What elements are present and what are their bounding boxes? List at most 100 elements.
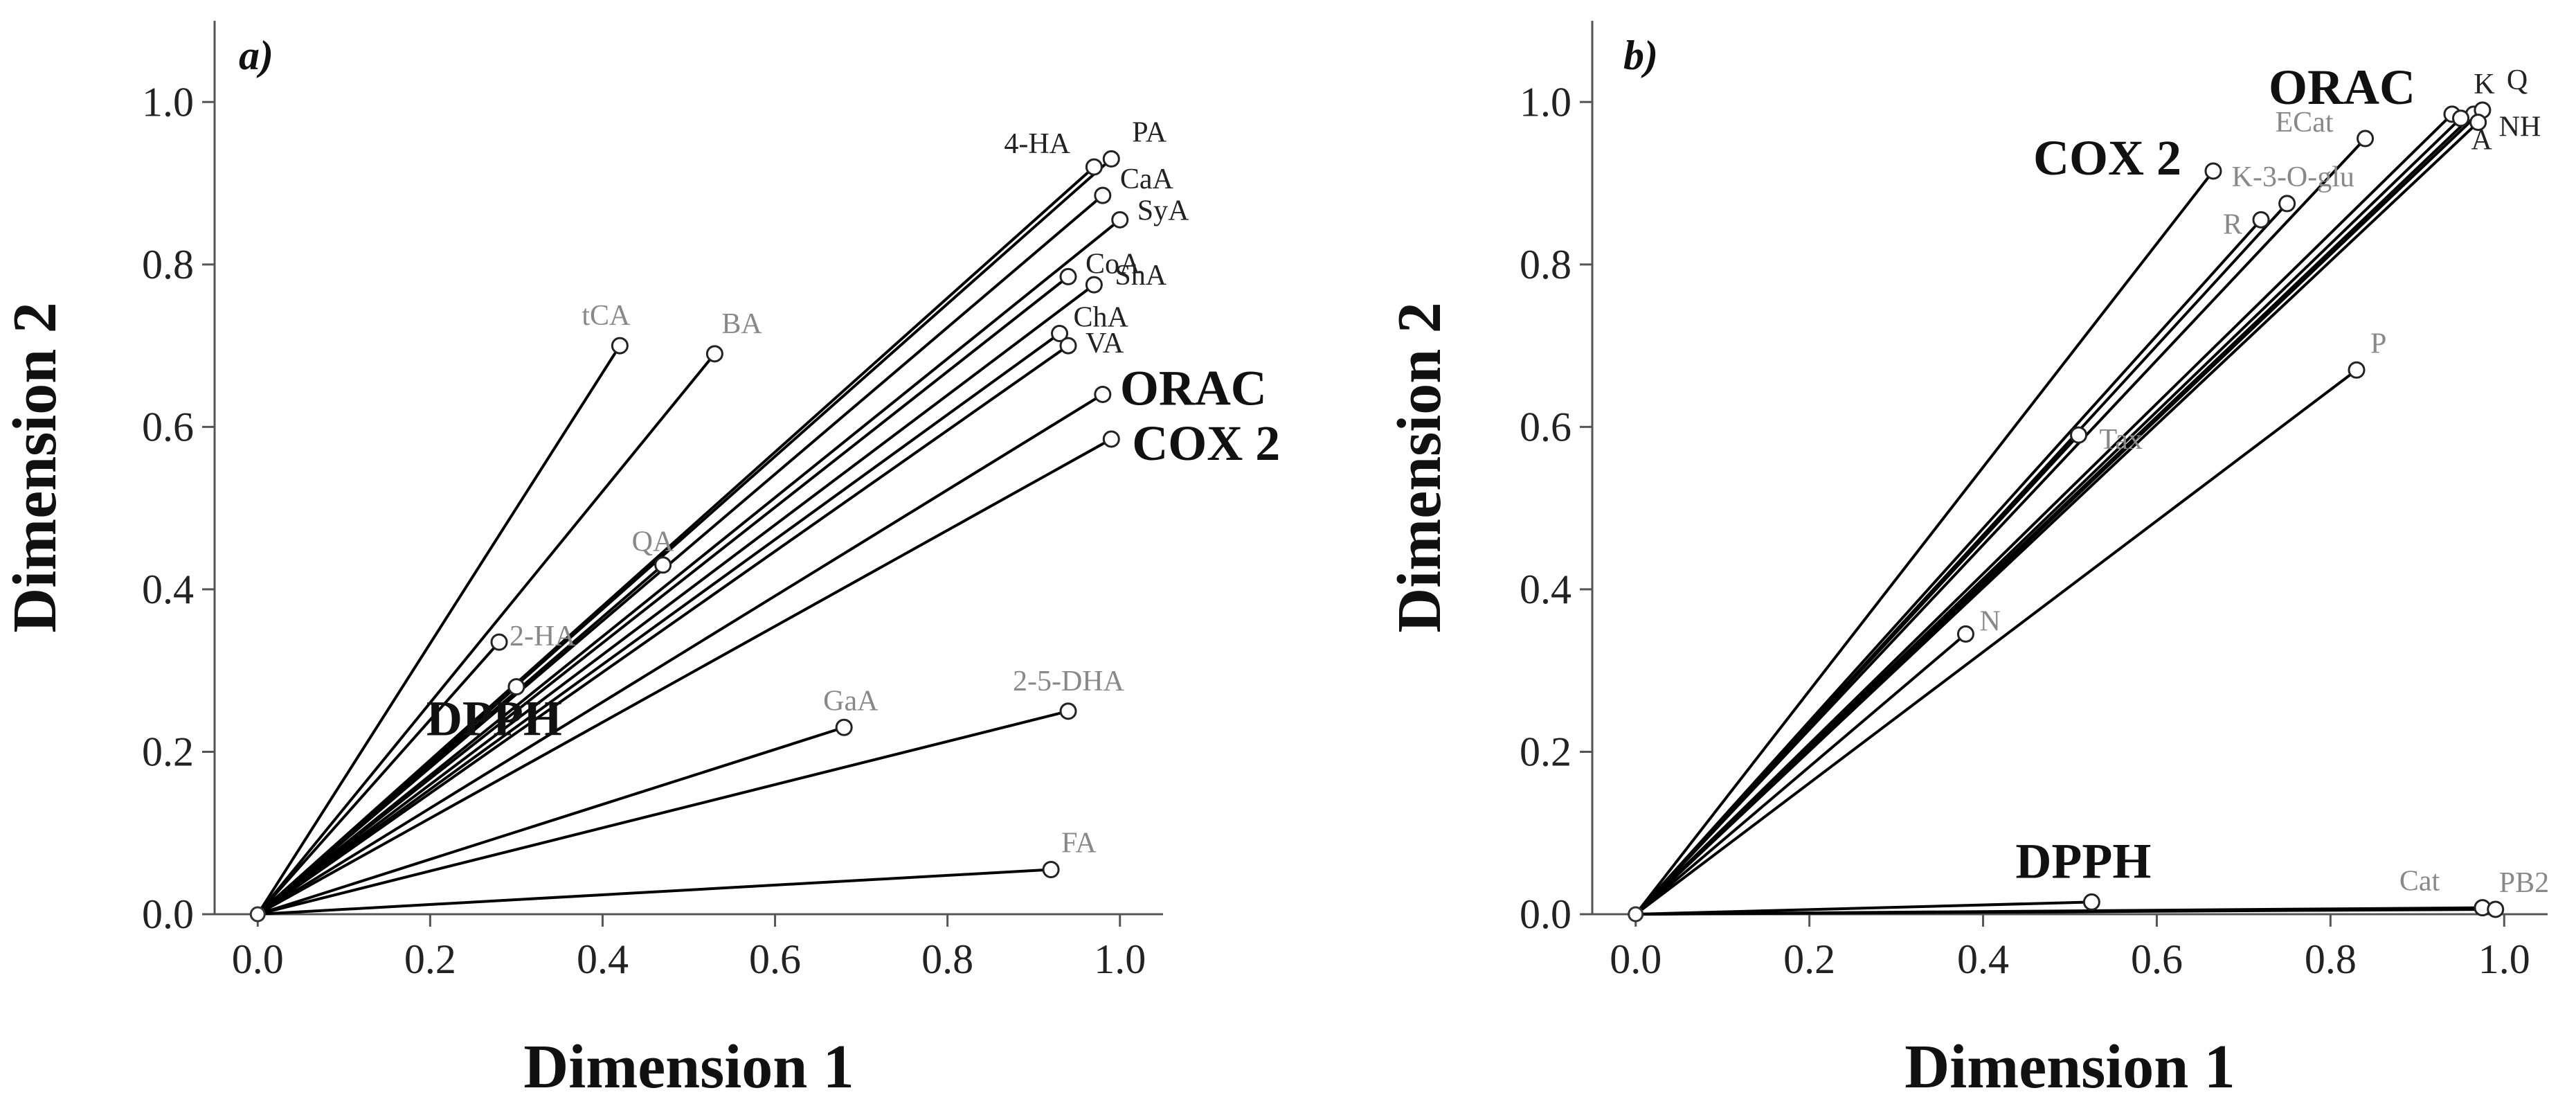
point-label-2-ha: 2-HA [510, 621, 576, 652]
y-tick-label: 0.2 [1520, 729, 1571, 774]
y-tick-label: 0.0 [1520, 891, 1571, 937]
point-label-cha: ChA [1074, 302, 1129, 334]
point-label-coa: CoA [1086, 248, 1141, 280]
vector-tca [256, 345, 622, 916]
y-tick-label: 0.6 [1520, 404, 1571, 449]
vector-coa [257, 275, 1070, 916]
point-label-tca: tCA [582, 300, 631, 332]
point-label-sha: ShA [1115, 260, 1167, 292]
point-sya [1111, 211, 1129, 229]
vector-sya [257, 218, 1121, 916]
point-label-ba: BA [721, 308, 762, 340]
y-tick-label: 0.0 [142, 891, 194, 937]
point-k-3-o-glu [2278, 195, 2296, 213]
origin-marker [249, 906, 266, 923]
point-label-cox-2: COX 2 [2033, 130, 2181, 186]
vector-cox-2 [257, 438, 1113, 916]
point-label-gaa: GaA [823, 685, 879, 717]
vector-va [257, 344, 1070, 916]
point-label-nh: NH [2499, 112, 2541, 143]
point-label-caa: CaA [1120, 163, 1174, 195]
point-label-pa: PA [1132, 116, 1167, 148]
point-4-ha [1085, 158, 1103, 176]
y-axis-title: Dimension 2 [1385, 302, 1454, 633]
x-tick-label: 0.2 [404, 936, 456, 982]
y-tick-label: 0.2 [142, 729, 194, 774]
panel-label: b) [1623, 33, 1658, 78]
point-label-cat: Cat [2399, 866, 2440, 898]
point-label-sya: SyA [1137, 195, 1189, 226]
point-va [1059, 337, 1077, 355]
panel-label: a) [239, 33, 273, 78]
y-tick-label: 0.4 [142, 567, 194, 612]
point-sha [1085, 276, 1103, 294]
vector-tax [1634, 434, 2080, 916]
point-label-q: Q [2507, 64, 2528, 96]
x-tick-label: 0.0 [232, 936, 284, 982]
x-tick-label: 0.6 [2131, 936, 2183, 982]
x-tick-label: 0.8 [921, 936, 973, 982]
vector-n [1634, 632, 1967, 916]
vector-pb2 [1635, 907, 2496, 916]
point-caa [1094, 186, 1112, 204]
vector-r [1634, 218, 2262, 916]
point-tca [611, 337, 629, 355]
point-label-k: K [2474, 69, 2494, 100]
point-nh [2469, 114, 2487, 132]
vector-2-5-dha [257, 709, 1069, 916]
point-label-k-3-o-glu: K-3-O-glu [2232, 161, 2354, 193]
vector-dpph [256, 686, 518, 916]
y-tick-label: 1.0 [142, 79, 194, 125]
vector-ecat [1634, 137, 2367, 916]
point-label-4-ha: 4-HA [1004, 128, 1070, 160]
point-cox-2 [1102, 430, 1120, 448]
vector-cox-2 [1634, 170, 2215, 916]
point-2-ha [490, 633, 508, 651]
x-tick-label: 0.4 [1957, 936, 2009, 982]
y-tick-label: 0.8 [142, 242, 194, 287]
x-tick-label: 0.2 [1783, 936, 1835, 982]
y-tick-label: 0.8 [1520, 242, 1571, 287]
point-gaa [835, 718, 853, 736]
vector-gaa [257, 726, 845, 916]
point-qa [654, 556, 672, 574]
vector-cha [257, 332, 1061, 916]
point-cox-2 [2204, 162, 2222, 180]
vector-orac [257, 393, 1104, 916]
vector-p [1634, 368, 2358, 916]
y-tick-label: 0.6 [142, 404, 194, 449]
point-label-dpph: DPPH [426, 691, 562, 747]
point-pa [1102, 150, 1120, 168]
point-r [2252, 211, 2270, 229]
point-dpph [2082, 893, 2100, 911]
origin-marker [1628, 906, 1644, 923]
vector-nh [1634, 121, 2480, 916]
point-orac [1094, 385, 1112, 403]
point-n [1956, 625, 1974, 643]
vector-fa [258, 868, 1052, 916]
vector-ba [256, 353, 716, 916]
point-2-5-dha [1059, 702, 1077, 720]
vector-4-ha [256, 166, 1095, 916]
y-axis-title: Dimension 2 [1, 302, 69, 633]
panel-a: 0.0 0.2 0.4 0.6 0.8 1.0 0.0 0.2 0.4 0.6 0.8 1.0 Dime… [1, 21, 1280, 1101]
point-ecat [2357, 130, 2375, 148]
y-tick-label: 1.0 [1520, 79, 1571, 125]
point-label-qa: QA [632, 526, 674, 558]
vector-2-ha [256, 641, 501, 916]
point-label-n: N [1979, 605, 2000, 637]
x-tick-label: 0.8 [2305, 936, 2357, 982]
point-dpph [507, 678, 525, 696]
point-p [2348, 361, 2366, 379]
x-tick-label: 1.0 [2478, 936, 2530, 982]
x-tick-label: 1.0 [1094, 936, 1146, 982]
point-label-2-5-dha: 2-5-DHA [1013, 666, 1125, 697]
panel-b: 0.0 0.2 0.4 0.6 0.8 1.0 0.0 0.2 0.4 0.6 0.8 1.0 Dime… [1385, 21, 2549, 1101]
vector-dpph [1635, 900, 2092, 916]
point-label-p: P [2370, 328, 2386, 359]
vector-a [1634, 117, 2462, 916]
x-tick-label: 0.6 [749, 936, 801, 982]
point-label-pb2: PB2 [2499, 867, 2549, 899]
point-label-fa: FA [1061, 828, 1097, 860]
point-label-orac: ORAC [1120, 360, 1267, 416]
